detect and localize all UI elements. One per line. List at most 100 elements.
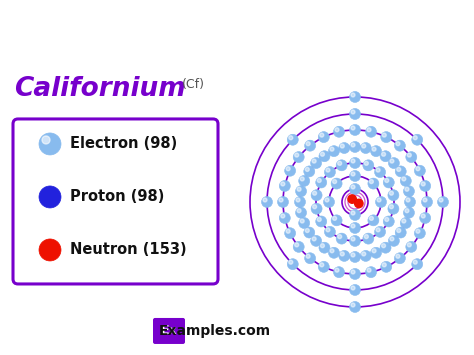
Circle shape xyxy=(368,178,379,189)
Circle shape xyxy=(330,147,334,151)
Circle shape xyxy=(330,249,334,253)
Circle shape xyxy=(380,151,391,162)
Circle shape xyxy=(333,216,337,220)
Circle shape xyxy=(365,161,368,165)
Circle shape xyxy=(355,199,363,208)
Circle shape xyxy=(325,198,329,202)
Text: (Cf): (Cf) xyxy=(182,78,205,91)
Circle shape xyxy=(320,244,324,248)
Circle shape xyxy=(324,226,336,237)
Circle shape xyxy=(349,301,361,312)
Circle shape xyxy=(376,168,380,172)
Circle shape xyxy=(388,235,400,246)
Circle shape xyxy=(367,128,371,132)
Circle shape xyxy=(381,261,392,272)
Circle shape xyxy=(324,166,336,178)
Circle shape xyxy=(439,198,443,202)
Circle shape xyxy=(317,179,321,182)
Circle shape xyxy=(390,191,393,195)
Circle shape xyxy=(312,205,317,209)
Circle shape xyxy=(277,196,289,207)
Circle shape xyxy=(388,190,399,201)
Circle shape xyxy=(281,182,285,186)
Circle shape xyxy=(351,270,355,274)
Circle shape xyxy=(297,187,301,191)
Circle shape xyxy=(351,93,355,97)
Circle shape xyxy=(304,166,315,177)
Circle shape xyxy=(311,190,322,201)
Circle shape xyxy=(306,254,310,258)
Circle shape xyxy=(349,284,361,295)
Circle shape xyxy=(382,133,386,137)
Circle shape xyxy=(412,134,423,145)
Circle shape xyxy=(363,233,374,244)
Circle shape xyxy=(293,152,304,163)
Circle shape xyxy=(421,182,425,186)
Circle shape xyxy=(318,132,329,143)
Circle shape xyxy=(394,253,405,264)
FancyBboxPatch shape xyxy=(13,119,218,284)
Circle shape xyxy=(372,249,376,253)
Circle shape xyxy=(312,191,317,195)
Circle shape xyxy=(421,196,432,207)
Circle shape xyxy=(396,254,400,258)
Circle shape xyxy=(382,263,386,267)
Circle shape xyxy=(39,186,61,208)
Circle shape xyxy=(336,160,347,171)
Circle shape xyxy=(406,241,417,252)
Circle shape xyxy=(351,303,355,307)
Circle shape xyxy=(289,260,293,264)
Circle shape xyxy=(304,227,315,238)
Circle shape xyxy=(404,196,416,207)
Circle shape xyxy=(368,215,379,226)
Circle shape xyxy=(395,166,406,177)
Circle shape xyxy=(349,158,361,169)
Circle shape xyxy=(316,216,327,227)
Circle shape xyxy=(310,235,322,246)
Circle shape xyxy=(402,177,406,181)
Circle shape xyxy=(397,229,401,233)
Circle shape xyxy=(348,195,356,203)
Circle shape xyxy=(328,146,339,157)
Circle shape xyxy=(262,196,273,207)
Circle shape xyxy=(337,161,342,165)
Circle shape xyxy=(331,215,342,226)
Circle shape xyxy=(305,168,309,171)
Circle shape xyxy=(388,203,399,214)
Circle shape xyxy=(403,207,414,218)
Circle shape xyxy=(334,267,345,278)
Circle shape xyxy=(371,146,382,157)
Circle shape xyxy=(351,286,355,290)
Circle shape xyxy=(320,133,324,137)
Circle shape xyxy=(377,198,381,202)
Circle shape xyxy=(381,132,392,143)
Circle shape xyxy=(279,198,283,202)
Circle shape xyxy=(397,168,401,171)
Text: Electron (98): Electron (98) xyxy=(70,136,177,152)
Circle shape xyxy=(39,133,61,155)
Circle shape xyxy=(323,196,335,207)
Circle shape xyxy=(372,147,376,151)
Circle shape xyxy=(382,244,385,248)
Circle shape xyxy=(281,214,285,218)
Circle shape xyxy=(340,252,344,256)
Circle shape xyxy=(376,228,380,232)
Circle shape xyxy=(351,159,355,163)
Circle shape xyxy=(402,219,406,223)
Circle shape xyxy=(279,213,290,224)
Circle shape xyxy=(438,196,448,207)
Circle shape xyxy=(351,126,355,130)
Circle shape xyxy=(351,224,355,228)
Circle shape xyxy=(340,144,344,148)
FancyBboxPatch shape xyxy=(153,318,185,344)
Circle shape xyxy=(385,218,389,222)
Circle shape xyxy=(351,237,355,241)
Circle shape xyxy=(300,219,304,223)
Circle shape xyxy=(331,178,342,189)
Circle shape xyxy=(369,180,374,184)
Circle shape xyxy=(360,142,371,153)
Circle shape xyxy=(362,144,366,148)
Circle shape xyxy=(394,140,405,151)
Circle shape xyxy=(296,198,300,202)
Circle shape xyxy=(423,198,427,202)
